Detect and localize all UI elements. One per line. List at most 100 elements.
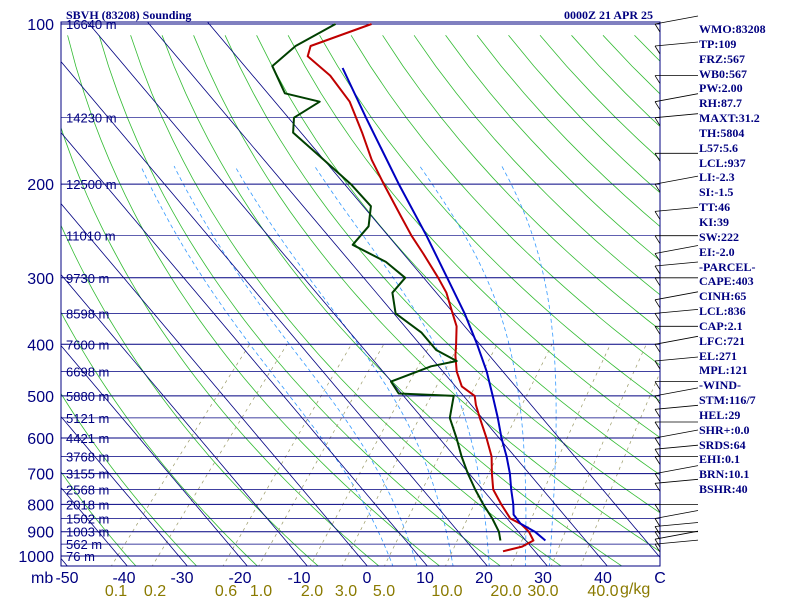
height-label: 11010 m [66, 229, 116, 244]
mixing-ratio-line [151, 344, 288, 566]
height-label: 3768 m [66, 450, 109, 465]
mixing-ratio-line [258, 344, 385, 566]
moist-adiabat [419, 165, 527, 566]
height-label: 4421 m [66, 431, 109, 446]
pressure-tick-label: 800 [27, 497, 54, 514]
index-item: SHR+:0.0 [699, 422, 750, 437]
isotherm [61, 415, 188, 566]
wind-barb-flag [654, 421, 661, 431]
temperature-tick-label: C [654, 570, 666, 587]
index-item: HEL:29 [699, 407, 741, 422]
isotherm [61, 61, 488, 566]
height-label: 2018 m [66, 497, 109, 512]
sounding-traces [271, 23, 547, 553]
mixing-ratio-line [510, 344, 611, 566]
temperature-tick-label: 0 [363, 570, 372, 587]
wind-barb [654, 444, 699, 450]
dry-adiabat [67, 35, 441, 566]
temperature-tick-label: 20 [475, 570, 493, 587]
height-label: 8598 m [66, 306, 109, 321]
index-item: SI:-1.5 [699, 185, 734, 200]
wind-barb-flag [654, 395, 661, 405]
mixing-ratio-tick-label: 5.0 [373, 583, 395, 600]
wind-barb [654, 15, 699, 25]
index-item: WB0:567 [699, 66, 747, 81]
index-item: BSHR:40 [699, 482, 748, 497]
temperature-tick-label: 40 [594, 570, 612, 587]
moist-adiabat [314, 165, 490, 566]
dry-adiabat [61, 311, 258, 566]
height-label: 76 m [66, 549, 95, 564]
wind-barb-flag [654, 183, 661, 193]
pressure-unit-label: mb [31, 570, 53, 587]
wind-barb [654, 522, 699, 527]
mixing-ratio-tick-label: 2.0 [301, 583, 323, 600]
wind-barb [654, 93, 699, 103]
index-item: TP:109 [699, 36, 737, 51]
mixing-ratio-unit-label: g/kg [620, 581, 650, 598]
index-item: SW:222 [699, 229, 740, 244]
height-label: 9730 m [66, 271, 109, 286]
wind-barb-flag [654, 360, 661, 370]
index-item: LCL:937 [699, 155, 746, 170]
temperature-tick-label: -20 [228, 570, 251, 587]
wind-barb [654, 113, 699, 119]
wind-barb-flag [654, 23, 661, 33]
parcel-trace [341, 67, 547, 542]
index-item: PW:2.00 [699, 81, 743, 96]
height-label: 3155 m [66, 467, 109, 482]
mixing-ratio-tick-label: 0.6 [215, 583, 237, 600]
wind-barb-flag [654, 483, 661, 492]
wind-barb-flag [654, 75, 661, 84]
height-label: 14230 m [66, 111, 117, 126]
wind-barb-flag [654, 45, 661, 55]
indices-list: WMO:83208 TP:109 FRZ:567 WB0:567 PW:2.00 RH:8… [699, 22, 799, 497]
wind-barb-flag [654, 253, 661, 262]
dry-adiabat [130, 35, 562, 566]
mixing-ratio-tick-label: 20.0 [490, 583, 521, 600]
index-item: TT:46 [699, 200, 731, 215]
wind-barb-flag [654, 504, 661, 513]
dewpoint-trace [271, 23, 502, 541]
wind-barb-flag [654, 526, 661, 535]
mixing-ratio-line [222, 344, 352, 566]
temperature-tick-label: 30 [534, 570, 552, 587]
wind-barb [654, 539, 699, 545]
pressure-tick-label: 700 [27, 467, 54, 484]
index-item: CINH:65 [699, 289, 747, 304]
wind-barb-flag [654, 456, 661, 465]
diagram-grid [61, 22, 660, 566]
temperature-tick-label: -10 [287, 570, 310, 587]
index-item: EI:-2.0 [699, 244, 735, 259]
wind-barb [654, 404, 699, 410]
pressure-tick-label: 600 [27, 431, 54, 448]
wind-barb-flag [654, 277, 661, 287]
mixing-ratio-tick-label: 1.0 [250, 583, 272, 600]
wind-barb-flag [654, 326, 661, 335]
index-item: MPL:121 [699, 363, 748, 378]
height-label: 1502 m [66, 512, 109, 527]
wind-barb [654, 41, 699, 47]
height-label: 1003 m [66, 525, 109, 540]
wind-barb [654, 356, 699, 362]
wind-barb-flag [654, 101, 661, 110]
wind-barb [654, 207, 699, 212]
isotherm [146, 22, 608, 566]
moist-adiabat [501, 165, 557, 566]
index-item: LCL:836 [699, 304, 746, 319]
wind-barb-flag [654, 518, 661, 527]
dry-adiabat [224, 35, 660, 514]
isotherm [206, 22, 660, 558]
index-item: STM:116/7 [699, 393, 756, 408]
wind-barb [654, 465, 699, 474]
wind-barb-flag [654, 117, 661, 126]
wind-barb-flag [654, 344, 661, 353]
temperature-tick-label: -30 [170, 570, 193, 587]
station-title: SBVH (83208) Sounding [66, 8, 191, 22]
wind-barb [654, 530, 699, 540]
dry-adiabat [350, 35, 660, 366]
height-label: 7600 m [66, 337, 109, 352]
index-item: SRDS:64 [699, 437, 746, 452]
index-item: BRN:10.1 [699, 467, 750, 482]
